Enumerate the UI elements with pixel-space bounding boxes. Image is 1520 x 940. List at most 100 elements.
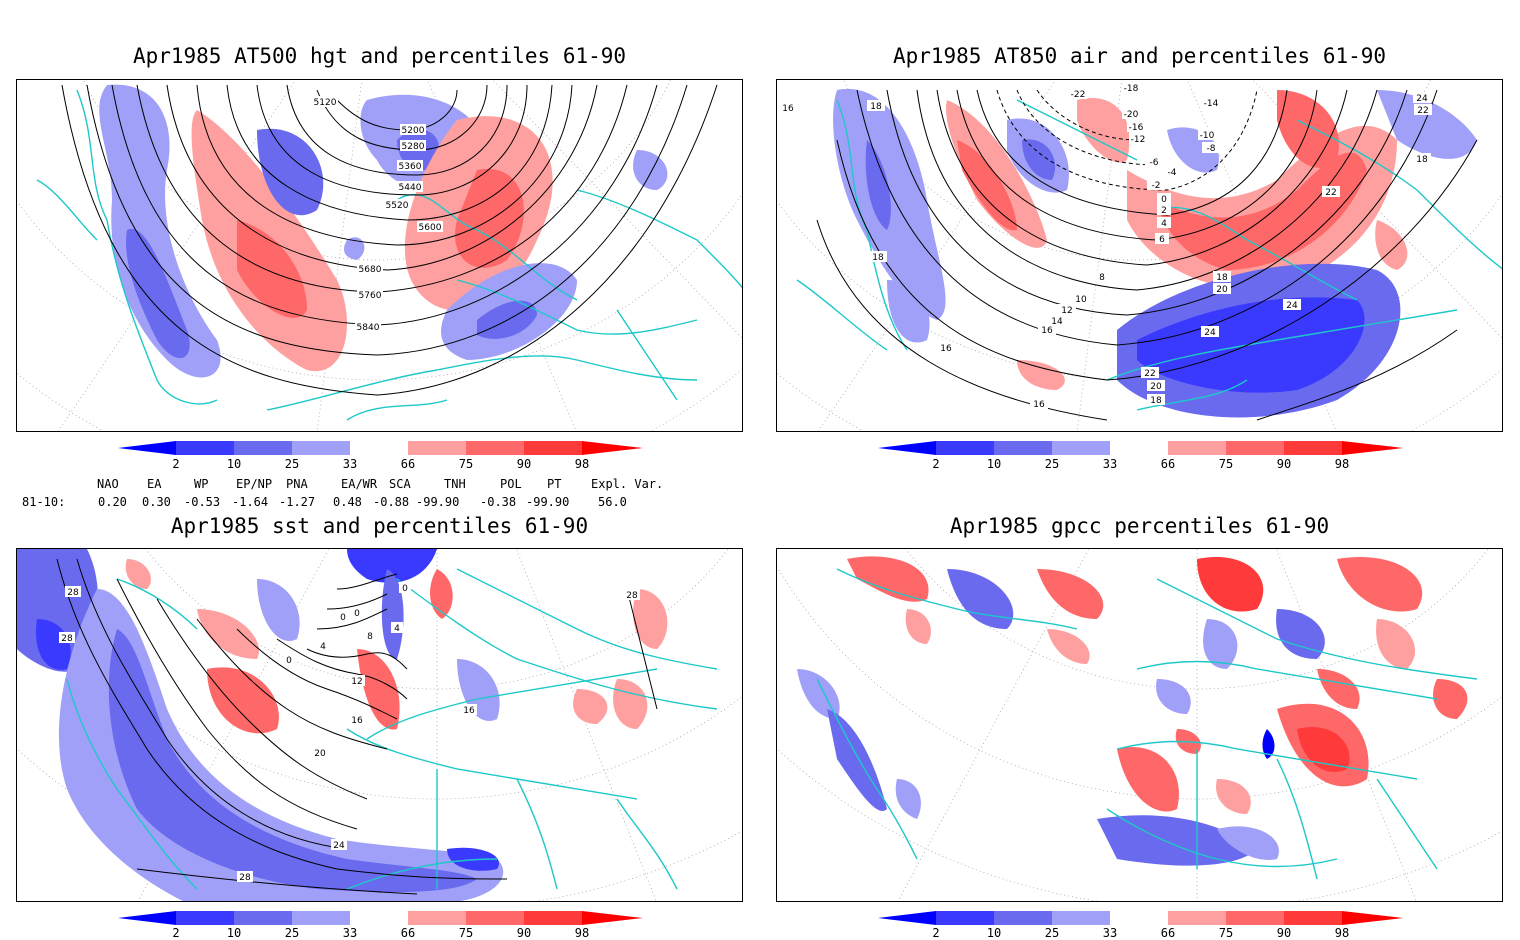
contour-label: -20 <box>1124 110 1139 120</box>
contour-label: 0 <box>286 656 292 666</box>
contour-label: 12 <box>351 677 362 687</box>
contour-label: -4 <box>1168 168 1177 178</box>
colorbar-labels-bottom-right: 2 10 25 33 66 75 90 98 <box>878 926 1403 940</box>
grid-lines <box>17 549 742 901</box>
contour-label: 16 <box>463 706 475 716</box>
index-value: 56.0 <box>598 495 627 509</box>
colorbar-label: 10 <box>226 926 242 940</box>
map-panel-500hgt: 5120 5200 5280 5360 5440 5520 5600 5680 … <box>16 79 743 432</box>
contour-label: 5680 <box>359 265 382 275</box>
contour-label: 0 <box>1161 195 1167 205</box>
colorbar-bottom-right <box>878 910 1403 925</box>
colorbar-label: 33 <box>1102 457 1118 471</box>
contour-labels-500: 5120 5200 5280 5360 5440 5520 5600 5680 … <box>312 96 443 333</box>
colorbar-label: 75 <box>1218 457 1234 471</box>
contour-label: -6 <box>1150 158 1159 168</box>
contour-label: 5440 <box>399 183 422 193</box>
contour-label: 0 <box>402 584 408 594</box>
contour-label: -22 <box>1071 90 1086 100</box>
contour-label: 28 <box>239 873 251 883</box>
colorbar-label: 90 <box>1276 457 1292 471</box>
contour-label: -8 <box>1207 144 1216 154</box>
contour-label: 18 <box>1416 155 1428 165</box>
colorbar-label: 75 <box>1218 926 1234 940</box>
grid-lines <box>777 549 1502 901</box>
index-header: PNA <box>286 477 308 491</box>
contour-label: 10 <box>1075 295 1087 305</box>
colorbar-labels-top-right: 2 10 25 33 66 75 90 98 <box>878 457 1403 471</box>
colorbar-label: 33 <box>1102 926 1118 940</box>
contour-label: 5200 <box>402 126 425 136</box>
colorbar-label: 66 <box>400 457 416 471</box>
index-row-label: 81-10: <box>22 495 66 509</box>
colorbar-label: 2 <box>172 926 180 940</box>
map-panel-gpcc <box>776 548 1503 902</box>
contour-label: 28 <box>61 634 73 644</box>
contour-label: 12 <box>1061 306 1072 316</box>
contour-label: 28 <box>626 591 638 601</box>
contour-label: 20 <box>1150 382 1162 392</box>
contour-labels-sst: 28 28 0 0 0 4 8 12 16 20 24 28 16 28 4 0 <box>59 582 640 883</box>
colorbar-label: 98 <box>574 457 590 471</box>
contour-label: -18 <box>1124 84 1139 94</box>
colorbar-label: 98 <box>1334 926 1350 940</box>
index-value: -0.88 <box>373 495 410 509</box>
panel-title-gpcc: Apr1985 gpcc percentiles 61-90 <box>949 514 1330 538</box>
contour-label: -10 <box>1200 131 1215 141</box>
colorbar-label: 90 <box>516 926 532 940</box>
anomaly-shading <box>17 549 668 901</box>
index-header: TNH <box>444 477 466 491</box>
colorbar-label: 25 <box>1044 926 1060 940</box>
colorbar-svg <box>118 441 643 455</box>
index-header: WP <box>194 477 209 491</box>
index-header: POL <box>500 477 522 491</box>
index-value: -0.38 <box>480 495 517 509</box>
colorbar-label: 66 <box>1160 926 1176 940</box>
contour-label: 5280 <box>402 142 425 152</box>
colorbar-label: 2 <box>172 457 180 471</box>
contour-label: 24 <box>1286 301 1298 311</box>
contour-label: 16 <box>940 344 952 354</box>
contour-label: 24 <box>333 841 345 851</box>
index-value: -99.90 <box>416 495 460 509</box>
index-header: EA <box>147 477 162 491</box>
index-header-row: NAO EA WP EP/NP PNA EA/WR SCA TNH POL PT… <box>20 477 720 495</box>
index-header: SCA <box>389 477 411 491</box>
colorbar-label: 10 <box>226 457 242 471</box>
contour-label: 0 <box>354 609 360 619</box>
contour-label: 24 <box>1416 94 1428 104</box>
contour-label: 22 <box>1144 369 1155 379</box>
colorbar-label: 66 <box>400 926 416 940</box>
colorbar-label: 10 <box>986 457 1002 471</box>
index-value: 0.20 <box>98 495 127 509</box>
colorbar-label: 98 <box>574 926 590 940</box>
colorbar-svg <box>878 441 1403 455</box>
contour-label: 22 <box>1325 188 1336 198</box>
colorbar-label: 90 <box>516 457 532 471</box>
contour-label: 16 <box>1033 400 1045 410</box>
map-panel-850air: -22 -18 -20 -16 -14 -12 -10 -8 -6 -4 -2 … <box>776 79 1503 432</box>
contour-label: 18 <box>870 102 882 112</box>
index-header: EA/WR <box>341 477 378 491</box>
index-header: PT <box>547 477 562 491</box>
contour-label: 22 <box>1417 106 1428 116</box>
contour-label: -16 <box>1129 123 1144 133</box>
colorbar-top-right <box>878 440 1403 455</box>
colorbar-label: 33 <box>342 457 358 471</box>
colorbar-label: 75 <box>458 457 474 471</box>
panel-title-500hgt: Apr1985 AT500 hgt and percentiles 61-90 <box>132 44 627 68</box>
colorbar-bottom-left <box>118 910 643 925</box>
colorbar-label: 66 <box>1160 457 1176 471</box>
sst-contours <box>56 558 658 895</box>
coastlines <box>796 99 1502 411</box>
index-value: 0.30 <box>142 495 171 509</box>
contour-label: 6 <box>1159 235 1165 245</box>
panel-title-850air: Apr1985 AT850 air and percentiles 61-90 <box>892 44 1387 68</box>
index-header: Expl. Var. <box>591 477 664 491</box>
precip-percentile-shading <box>797 556 1468 866</box>
colorbar-label: 90 <box>1276 926 1292 940</box>
anomaly-shading <box>99 84 668 378</box>
colorbar-label: 2 <box>932 457 940 471</box>
map-panel-sst: 28 28 0 0 0 4 8 12 16 20 24 28 16 28 4 0 <box>16 548 743 902</box>
contour-label: 5600 <box>419 223 442 233</box>
